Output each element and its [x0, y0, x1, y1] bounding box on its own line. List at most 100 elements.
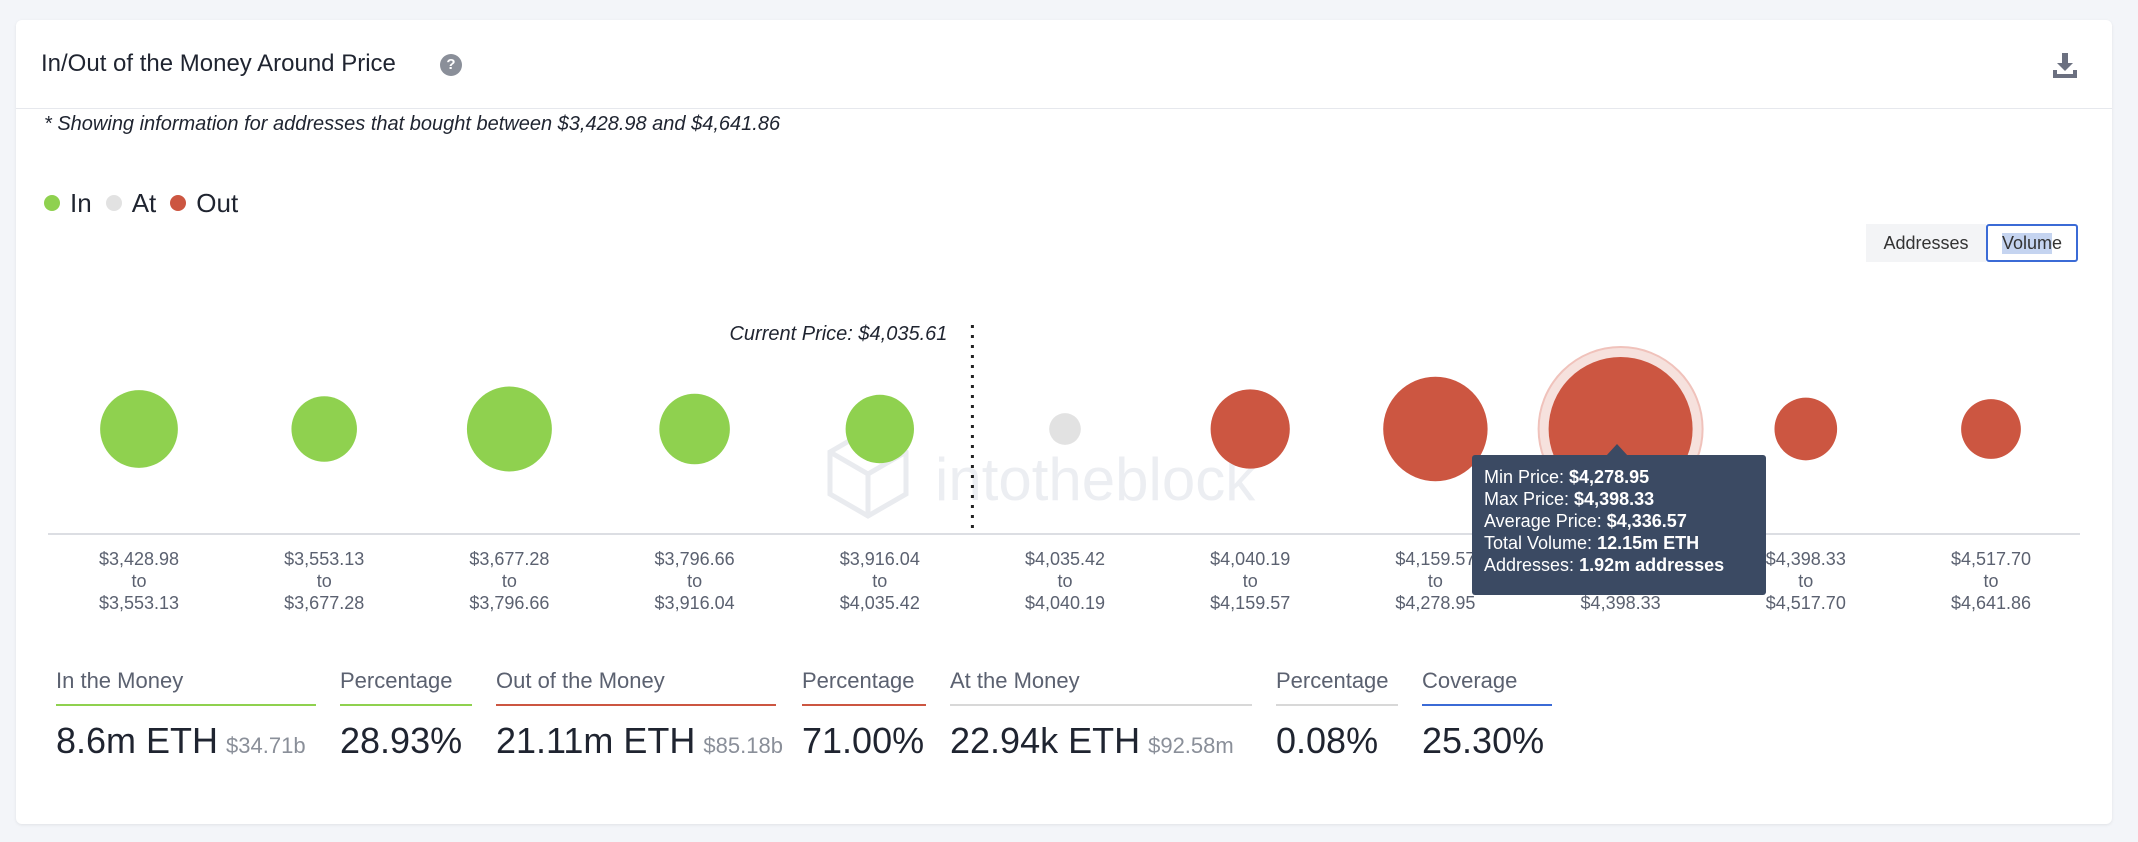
stat-out-percentage: Percentage 71.00%	[802, 668, 926, 762]
x-tick-label: $3,916.04	[840, 549, 920, 569]
download-icon[interactable]	[2050, 50, 2080, 80]
x-tick-label: $3,796.66	[655, 549, 735, 569]
volume-label-hl: um	[2027, 232, 2053, 254]
x-tick-label: $4,398.33	[1581, 593, 1661, 613]
stat-value: 25.30%	[1422, 720, 1545, 761]
tooltip-vol-value: 12.15m ETH	[1597, 533, 1700, 553]
legend-item-out[interactable]: Out	[170, 188, 238, 219]
tooltip-max-value: $4,398.33	[1574, 489, 1655, 509]
x-tick-label: $4,040.19	[1210, 549, 1290, 569]
stat-value: 28.93%	[340, 720, 463, 761]
x-tick-label: to	[872, 571, 887, 591]
x-tick-label: $4,035.42	[1025, 549, 1105, 569]
bubble-in	[100, 390, 178, 468]
x-tick-label: $4,040.19	[1025, 593, 1105, 613]
stat-main: 21.11m ETH	[496, 720, 696, 761]
x-tick-label: $3,553.13	[99, 593, 179, 613]
x-tick-label: $3,916.04	[655, 593, 735, 613]
tooltip-avg-value: $4,336.57	[1606, 511, 1687, 531]
x-tick-label: $4,641.86	[1951, 593, 2031, 613]
tooltip-addr-row: Addresses: 1.92m addresses	[1484, 554, 1754, 576]
tooltip-arrow	[1606, 444, 1628, 456]
bubble-tooltip: Min Price: $4,278.95 Max Price: $4,398.3…	[1472, 455, 1766, 595]
x-tick-label: to	[687, 571, 702, 591]
bubble-out	[1961, 399, 2021, 459]
stat-value: 0.08%	[1276, 720, 1379, 761]
stat-main: 8.6m ETH	[56, 720, 219, 761]
stat-value: 8.6m ETH $34.71b	[56, 720, 316, 762]
bubble-out	[1210, 389, 1290, 469]
legend-dot-at	[105, 195, 122, 211]
stat-label: Out of the Money	[496, 668, 776, 706]
question-circle-icon[interactable]: ?	[440, 54, 462, 76]
bubble-at	[1049, 413, 1081, 445]
stat-sub: $92.58m	[1148, 733, 1234, 758]
tooltip-vol-row: Total Volume: 12.15m ETH	[1484, 532, 1754, 554]
addresses-button[interactable]: Addresses	[1866, 224, 1986, 262]
x-tick-label: to	[1057, 571, 1072, 591]
stat-out-of-the-money: Out of the Money 21.11m ETH $85.18b	[496, 668, 783, 762]
tooltip-avg-row: Average Price: $4,336.57	[1484, 510, 1754, 532]
volume-label-post: e	[2052, 232, 2063, 253]
x-tick-label: $3,553.13	[284, 549, 364, 569]
tooltip-min-label: Min Price:	[1484, 467, 1565, 487]
x-tick-label: to	[1428, 571, 1443, 591]
metric-toggle: Addresses Vol um e	[1866, 224, 2078, 262]
x-tick-label: $4,035.42	[840, 593, 920, 613]
stat-coverage: Coverage 25.30%	[1422, 668, 1552, 762]
x-tick-label: $4,159.57	[1210, 593, 1290, 613]
tooltip-min-value: $4,278.95	[1569, 467, 1650, 487]
card-header: In/Out of the Money Around Price ?	[16, 20, 2112, 109]
x-tick-label: $4,159.57	[1395, 549, 1475, 569]
x-tick-label: $4,517.70	[1951, 549, 2031, 569]
bubble-out	[1774, 397, 1838, 461]
legend-label-at: At	[131, 187, 157, 218]
volume-button[interactable]: Vol um e	[1986, 224, 2078, 262]
legend-dot-out	[170, 195, 187, 211]
legend-item-in[interactable]: In	[44, 188, 92, 219]
bubble-out	[1383, 376, 1488, 482]
x-tick-label: $3,428.98	[99, 549, 179, 569]
x-tick-label: $3,796.66	[469, 593, 549, 613]
stat-sub: $34.71b	[226, 733, 306, 758]
stat-label: Percentage	[1276, 668, 1398, 706]
stat-in-percentage: Percentage 28.93%	[340, 668, 472, 762]
stat-value: 21.11m ETH $85.18b	[496, 720, 783, 762]
x-tick-label: $3,677.28	[284, 593, 364, 613]
current-price-label: Current Price: $4,035.61	[729, 323, 947, 345]
stat-in-the-money: In the Money 8.6m ETH $34.71b	[56, 668, 316, 762]
stat-sub: $85.18b	[703, 733, 783, 758]
volume-label-pre: Vol	[2001, 232, 2027, 254]
tooltip-avg-label: Average Price:	[1484, 511, 1602, 531]
stat-at-the-money: At the Money 22.94k ETH $92.58m	[950, 668, 1252, 762]
range-note: * Showing information for addresses that…	[44, 113, 781, 135]
stat-value: 71.00%	[802, 720, 925, 761]
tooltip-vol-label: Total Volume:	[1484, 533, 1593, 553]
bubble-in	[845, 394, 914, 464]
tooltip-min-row: Min Price: $4,278.95	[1484, 466, 1754, 488]
x-tick-label: to	[502, 571, 517, 591]
tooltip-addr-value: 1.92m addresses	[1579, 555, 1725, 575]
x-tick-label: to	[1983, 571, 1998, 591]
bubble-in	[466, 386, 552, 472]
tooltip-addr-label: Addresses:	[1484, 555, 1575, 575]
stat-at-percentage: Percentage 0.08%	[1276, 668, 1398, 762]
legend-item-at[interactable]: At	[105, 187, 157, 219]
stat-value: 22.94k ETH $92.58m	[950, 720, 1252, 762]
stat-label: In the Money	[56, 668, 316, 706]
stat-label: At the Money	[950, 668, 1252, 706]
card-title: In/Out of the Money Around Price	[41, 50, 396, 77]
legend-dot-in	[44, 195, 60, 211]
stat-label: Coverage	[1422, 668, 1552, 706]
watermark-text: intotheblock	[935, 446, 1256, 513]
x-tick-label: $4,278.95	[1395, 593, 1475, 613]
x-tick-label: $4,398.33	[1766, 549, 1846, 569]
x-tick-label: $3,677.28	[469, 549, 549, 569]
chart-legend: In At Out	[44, 183, 252, 223]
tooltip-max-label: Max Price:	[1484, 489, 1570, 509]
x-tick-label: $4,517.70	[1766, 593, 1846, 613]
bubble-in	[659, 393, 730, 465]
stat-label: Percentage	[802, 668, 926, 706]
stat-label: Percentage	[340, 668, 472, 706]
x-tick-label: to	[1243, 571, 1258, 591]
